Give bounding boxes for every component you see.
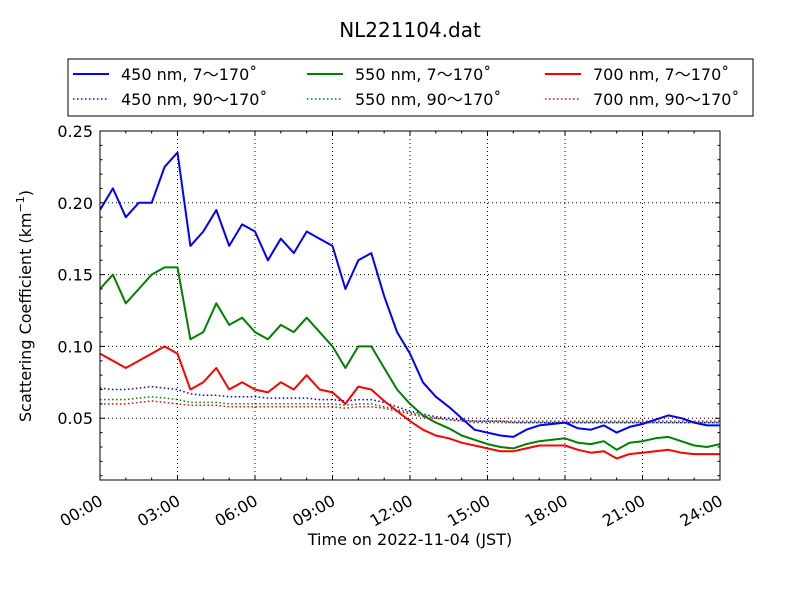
x-tick-label: 09:00 xyxy=(289,491,338,531)
x-tick-label: 15:00 xyxy=(444,491,493,531)
x-tick-label: 03:00 xyxy=(134,491,183,531)
y-axis-title-end: ) xyxy=(16,190,35,196)
legend-label: 450 nm, 7～170˚ xyxy=(121,65,257,84)
plot-area xyxy=(99,130,721,481)
x-tick-label: 12:00 xyxy=(367,491,416,531)
x-tick-label: 24:00 xyxy=(677,491,726,531)
y-axis-title-main: Scattering Coefficient (km xyxy=(16,212,35,422)
legend-label: 700 nm, 90～170˚ xyxy=(593,90,739,109)
y-tick-label: 0.20 xyxy=(57,194,93,213)
series-line-1 xyxy=(100,266,720,451)
legend-frame xyxy=(67,58,754,117)
legend-label: 550 nm, 7～170˚ xyxy=(355,65,491,84)
chart-title: NL221104.dat xyxy=(339,18,481,42)
series-line-2 xyxy=(100,345,720,460)
x-tick-label: 21:00 xyxy=(599,491,648,531)
y-axis-title-sup: −1 xyxy=(14,196,27,212)
x-axis-title: Time on 2022-11-04 (JST) xyxy=(307,530,512,549)
legend-label: 450 nm, 90～170˚ xyxy=(121,90,267,109)
legend-label: 550 nm, 90～170˚ xyxy=(355,90,501,109)
y-tick-label: 0.15 xyxy=(57,266,93,285)
series-line-3 xyxy=(100,385,720,424)
y-tick-label: 0.10 xyxy=(57,337,93,356)
y-tick-label: 0.05 xyxy=(57,409,93,428)
legend-label: 700 nm, 7～170˚ xyxy=(593,65,729,84)
x-tick-label: 18:00 xyxy=(522,491,571,531)
y-axis-title: Scattering Coefficient (km−1) xyxy=(14,190,35,422)
x-tick-label: 06:00 xyxy=(212,491,261,531)
series-line-0 xyxy=(100,151,720,438)
y-tick-label: 0.25 xyxy=(57,122,93,141)
x-tick-label: 00:00 xyxy=(57,491,106,531)
legend: 450 nm, 7～170˚ 550 nm, 7～170˚ 700 nm, 7～17… xyxy=(67,58,754,117)
